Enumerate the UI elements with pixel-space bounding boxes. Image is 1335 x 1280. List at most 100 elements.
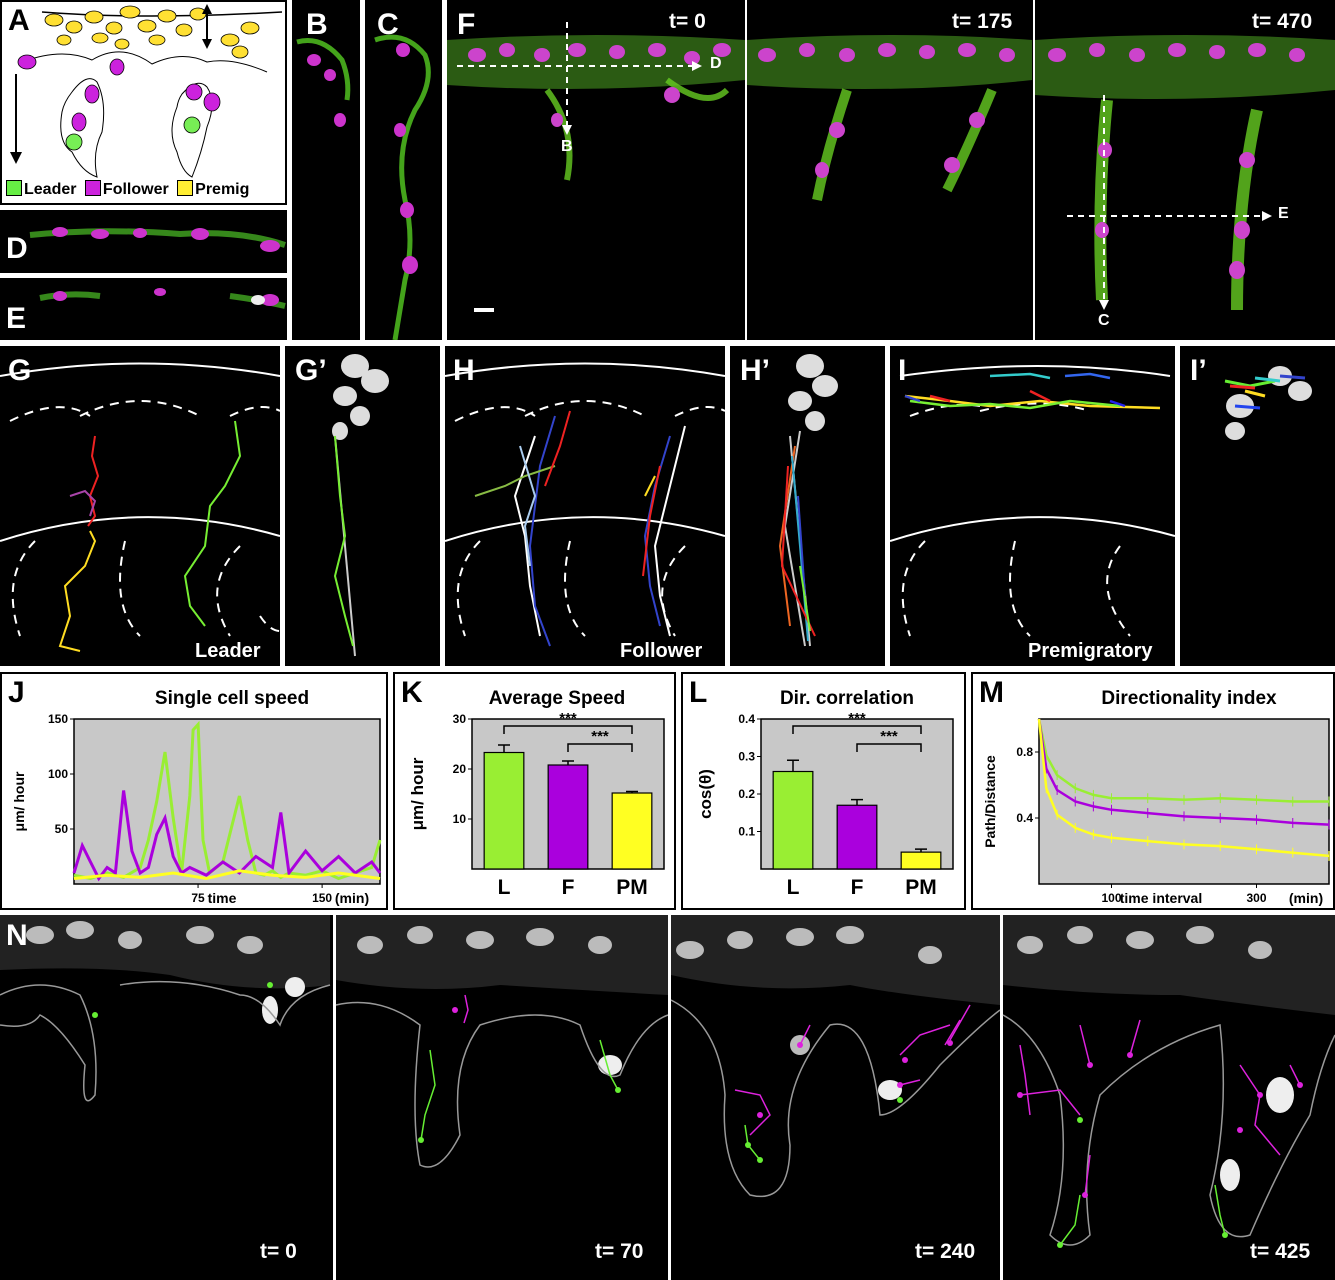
x-axis-label: time [208, 890, 237, 906]
section-arrowheads [562, 61, 1272, 310]
panel-label-f: F [457, 8, 476, 41]
category-label-PM: PM [616, 876, 648, 899]
category-label-F: F [851, 876, 864, 899]
panel-f-timelapse: F t= 0 t= 175 t= 470 D B E C [447, 0, 1335, 340]
panel-i-premigratory-tracks: I Premigratory [890, 346, 1175, 666]
panel-i2-premigratory-transverse: I’ [1180, 346, 1335, 666]
y-axis-label: Path/Distance [982, 755, 998, 848]
timelapse-images [447, 0, 1335, 340]
n-frame-1 [0, 915, 331, 1102]
y-axis-label: cos(θ) [696, 769, 715, 819]
significance-stars: *** [559, 710, 577, 727]
follower-cells [17, 54, 221, 132]
f-time-175: t= 175 [952, 10, 1013, 33]
schematic-drawing [10, 4, 283, 178]
x-tick-label: 100 [1101, 891, 1121, 905]
bar-PM [900, 851, 942, 870]
y-tick-label: 50 [55, 822, 69, 836]
series-line-follower [1037, 718, 1330, 826]
x-tick-label: 150 [312, 891, 332, 905]
y-tick-label: 0.8 [1016, 745, 1033, 759]
premig-swatch [177, 180, 194, 196]
significance-bracket [503, 725, 633, 734]
legend-follower: Follower [102, 181, 169, 198]
panel-l-chart: L Dir. correlation 0.1 0.2 0.3 0.4 cos(θ) L F PM… [681, 672, 966, 910]
panel-h-follower-tracks: H Follower [445, 346, 725, 666]
section-d-image [29, 227, 286, 252]
legend-leader: Leader [24, 181, 77, 198]
f-time-0: t= 0 [669, 10, 706, 33]
panel-k-chart: K Average Speed 10 20 30 μm/ hour L F PM *** *** [393, 672, 676, 910]
premigratory-track-image [890, 365, 1175, 637]
y-axis-label: μm/ hour [11, 771, 27, 831]
legend-premig: Premig [195, 181, 250, 198]
chart-title: Average Speed [489, 688, 626, 709]
panel-label-h: H [453, 354, 475, 387]
x-tick-label: 300 [1246, 891, 1266, 905]
n-frame-2 [335, 915, 669, 1168]
premigratory-label: Premigratory [1028, 640, 1153, 662]
panel-label-i: I [898, 354, 907, 387]
bar-L [483, 751, 525, 870]
n-time-70: t= 70 [595, 1240, 644, 1263]
n-frame-3 [670, 915, 1001, 1198]
frame-1 [447, 35, 745, 181]
y-tick-label: 0.4 [738, 712, 755, 726]
category-label-PM: PM [905, 876, 937, 899]
panel-label-k: K [401, 676, 423, 709]
leader-track-image [0, 362, 280, 652]
schematic-legend: Leader Follower Premig [6, 180, 249, 199]
category-label-F: F [562, 876, 575, 899]
panel-label-g2: G’ [295, 354, 327, 387]
n-time-240: t= 240 [915, 1240, 976, 1263]
series-line-follower [72, 790, 382, 882]
premigratory-transverse-image [1224, 366, 1312, 440]
x-axis-unit: (min) [1289, 890, 1323, 906]
chart-title: Single cell speed [155, 688, 309, 709]
x-axis-label: time interval [1120, 890, 1202, 906]
significance-bracket [567, 743, 633, 752]
avg-speed-chart-svg: Average Speed 10 20 30 μm/ hour L F PM *** *** [408, 688, 665, 899]
panel-h2-follower-transverse: H’ [730, 346, 885, 666]
panel-j-chart: J Single cell speed 50 100 150 75 150 μm/ hour… [0, 672, 388, 910]
series-line-leader [1037, 718, 1329, 803]
chart-title: Directionality index [1101, 688, 1277, 709]
panel-g2-leader-transverse: G’ [285, 346, 440, 666]
bar-F [836, 804, 878, 870]
y-tick-label: 0.2 [738, 787, 755, 801]
section-e-image [39, 288, 286, 309]
panel-label-h2: H’ [740, 354, 770, 387]
panel-b-transverse: B [292, 0, 360, 340]
bar-L [772, 770, 814, 870]
n-frame-4 [1002, 915, 1335, 1248]
category-label-L: L [787, 876, 800, 899]
panel-label-l: L [689, 676, 708, 709]
leader-transverse-image [332, 354, 389, 657]
series-line-premigratory [73, 869, 381, 881]
panel-n-timelapse: N t= 0 t= 70 t= 240 t= 425 [0, 915, 1335, 1280]
panel-label-g: G [8, 354, 32, 387]
section-c-image [374, 34, 431, 340]
y-tick-label: 0.3 [738, 750, 755, 764]
section-mark-e: E [1278, 205, 1289, 222]
y-tick-label: 0.1 [738, 825, 755, 839]
chart-title: Dir. correlation [780, 688, 914, 709]
section-mark-c: C [1098, 312, 1110, 329]
panel-label-j: J [8, 676, 25, 709]
premigratory-cells [44, 5, 260, 59]
category-label-L: L [498, 876, 511, 899]
y-tick-label: 10 [453, 812, 467, 826]
section-mark-b: B [561, 138, 573, 155]
follower-label: Follower [620, 640, 703, 662]
significance-stars: *** [880, 728, 898, 745]
leader-swatch [6, 180, 22, 196]
panel-label-n: N [6, 919, 28, 952]
frame-2 [747, 35, 1032, 201]
panel-c-transverse: C [365, 0, 442, 340]
significance-stars: *** [848, 710, 866, 727]
bar-F [547, 764, 589, 870]
y-tick-label: 0.4 [1016, 811, 1033, 825]
significance-bracket [856, 743, 922, 752]
panel-label-i2: I’ [1190, 354, 1207, 387]
x-axis-unit: (min) [335, 890, 369, 906]
